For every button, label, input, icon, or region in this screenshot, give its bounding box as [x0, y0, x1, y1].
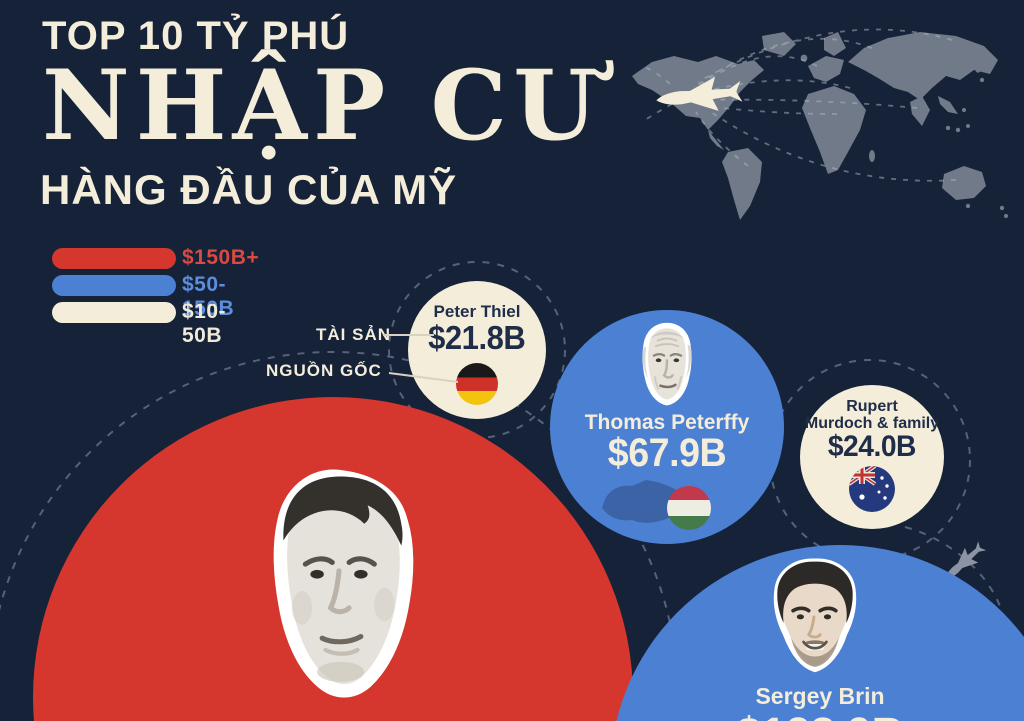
airplane-icon	[945, 541, 987, 579]
legend-label: $150B+	[182, 246, 260, 269]
hungary-flag-icon	[667, 486, 711, 530]
billionaire-name: Sergey Brin	[755, 683, 885, 709]
flight-route-dashes	[639, 28, 957, 182]
callout-wealth-label: TÀI SẢN	[316, 325, 391, 344]
elon-musk-photo	[273, 469, 414, 698]
legend-swatch-red	[52, 248, 176, 269]
billionaire-name-line2: Murdoch & family	[804, 415, 940, 432]
billionaire-value: $138.9B	[610, 708, 1024, 721]
hungary-country-silhouette	[602, 480, 688, 523]
bubble-thomas-peterffy: Thomas Peterffy $67.9B	[550, 310, 784, 544]
sergey-brin-photo	[773, 558, 857, 673]
legend-swatch-blue	[52, 275, 176, 296]
legend-swatch-cream	[52, 302, 176, 323]
title-headline: NHẬP CƯ	[42, 49, 603, 162]
bubble-rupert-murdoch: Rupert Murdoch & family $24.0B	[800, 385, 944, 529]
billionaire-name-line1: Rupert	[846, 398, 898, 415]
bubble-peter-thiel: Peter Thiel $21.8B	[408, 281, 546, 419]
title-kicker: TOP 10 TỶ PHÚ	[42, 14, 350, 58]
billionaire-value: $67.9B	[607, 431, 727, 475]
airplane-icon	[656, 76, 743, 111]
billionaire-value: $24.0B	[827, 430, 917, 463]
legend-label: $50-150B	[182, 273, 235, 320]
legend-label: $10-50B	[182, 300, 227, 347]
billionaire-name: Peter Thiel	[433, 302, 521, 321]
australia-flag-icon	[849, 466, 895, 512]
world-map-graphic	[632, 28, 1008, 220]
thomas-peterffy-photo	[642, 322, 692, 406]
billionaire-name: Thomas Peterffy	[584, 411, 750, 434]
germany-flag-icon	[456, 363, 498, 405]
callout-origin-label: NGUỒN GỐC	[266, 361, 382, 380]
billionaire-value: $21.8B	[428, 319, 526, 356]
title-subline: HÀNG ĐẦU CỦA MỸ	[40, 166, 458, 213]
